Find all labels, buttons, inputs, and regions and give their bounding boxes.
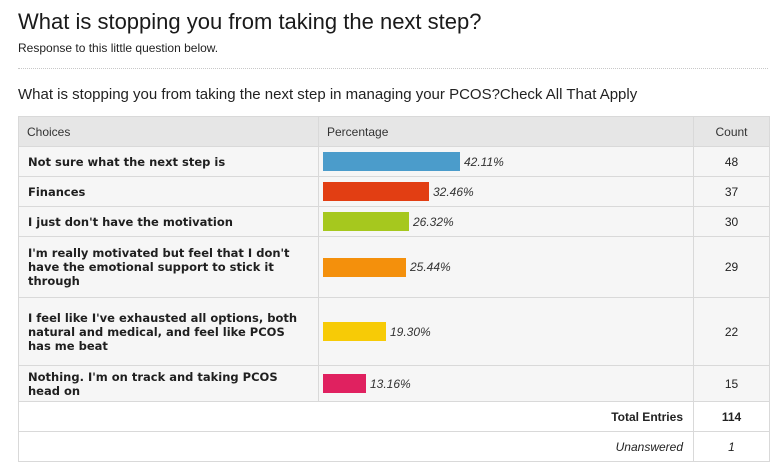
percentage-label: 42.11% bbox=[464, 154, 504, 169]
choice-label: Nothing. I'm on track and taking PCOS he… bbox=[18, 365, 319, 402]
percentage-label: 19.30% bbox=[390, 324, 431, 339]
page-title: What is stopping you from taking the nex… bbox=[18, 9, 482, 34]
total-entries-value: 114 bbox=[693, 401, 770, 432]
count-header: Count bbox=[693, 116, 770, 147]
choice-label: I'm really motivated but feel that I don… bbox=[18, 236, 319, 298]
count-value: 15 bbox=[693, 365, 770, 402]
page-subtitle: Response to this little question below. bbox=[18, 41, 219, 55]
percentage-bar bbox=[323, 374, 366, 393]
result-row: I feel like I've exhausted all options, … bbox=[18, 297, 770, 366]
unanswered-row: Unanswered 1 bbox=[18, 431, 770, 462]
percentage-bar bbox=[323, 152, 460, 171]
count-value: 48 bbox=[693, 146, 770, 177]
percentage-header: Percentage bbox=[318, 116, 694, 147]
divider bbox=[18, 68, 768, 69]
percentage-cell: 26.32% bbox=[318, 206, 694, 237]
choice-label: Not sure what the next step is bbox=[18, 146, 319, 177]
header-row: Choices Percentage Count bbox=[18, 116, 770, 147]
result-row: Finances 32.46% 37 bbox=[18, 176, 770, 207]
choice-label: I feel like I've exhausted all options, … bbox=[18, 297, 319, 366]
unanswered-value: 1 bbox=[693, 431, 770, 462]
percentage-label: 25.44% bbox=[410, 260, 451, 274]
count-value: 29 bbox=[693, 236, 770, 298]
count-value: 30 bbox=[693, 206, 770, 237]
poll-question: What is stopping you from taking the nex… bbox=[18, 86, 638, 103]
results-table: Choices Percentage Count Not sure what t… bbox=[18, 116, 770, 462]
choice-label: I just don't have the motivation bbox=[18, 206, 319, 237]
unanswered-label: Unanswered bbox=[18, 431, 694, 462]
percentage-cell: 13.16% bbox=[318, 365, 694, 402]
total-row: Total Entries 114 bbox=[18, 401, 770, 432]
result-row: I'm really motivated but feel that I don… bbox=[18, 236, 770, 298]
choices-header: Choices bbox=[18, 116, 319, 147]
percentage-label: 26.32% bbox=[413, 214, 454, 229]
count-value: 37 bbox=[693, 176, 770, 207]
percentage-bar bbox=[323, 322, 386, 341]
result-row: I just don't have the motivation 26.32% … bbox=[18, 206, 770, 237]
result-row: Not sure what the next step is 42.11% 48 bbox=[18, 146, 770, 177]
percentage-cell: 42.11% bbox=[318, 146, 694, 177]
total-entries-label: Total Entries bbox=[18, 401, 694, 432]
percentage-label: 32.46% bbox=[433, 184, 474, 199]
percentage-cell: 32.46% bbox=[318, 176, 694, 207]
percentage-label: 13.16% bbox=[370, 376, 411, 391]
percentage-cell: 25.44% bbox=[318, 236, 694, 298]
percentage-cell: 19.30% bbox=[318, 297, 694, 366]
count-value: 22 bbox=[693, 297, 770, 366]
percentage-bar bbox=[323, 257, 406, 277]
result-row: Nothing. I'm on track and taking PCOS he… bbox=[18, 365, 770, 402]
choice-label: Finances bbox=[18, 176, 319, 207]
percentage-bar bbox=[323, 212, 409, 231]
percentage-bar bbox=[323, 182, 429, 201]
